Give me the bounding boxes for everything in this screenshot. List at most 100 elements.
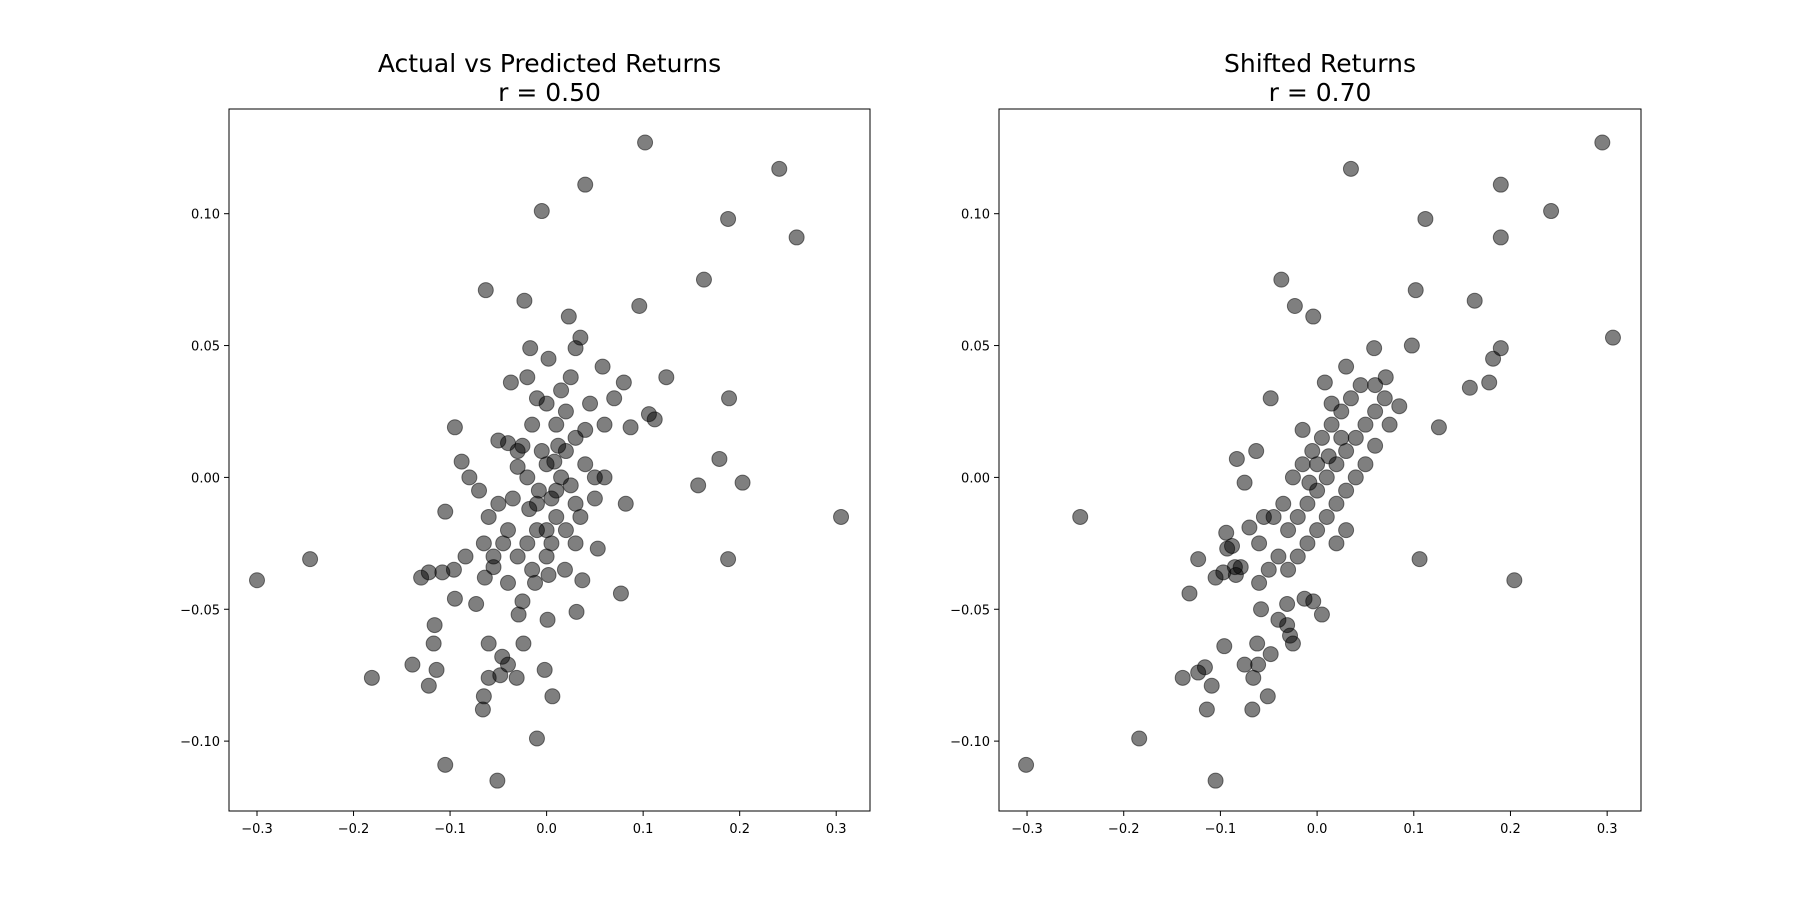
scatter-point bbox=[788, 229, 805, 246]
scatter-point bbox=[1316, 374, 1333, 391]
y-tick-label: −0.10 bbox=[180, 735, 220, 750]
scatter-point bbox=[437, 756, 454, 773]
scatter-point bbox=[445, 561, 462, 578]
scatter-point bbox=[1228, 450, 1245, 467]
y-tick-label: −0.05 bbox=[950, 603, 990, 618]
scatter-point bbox=[1342, 160, 1359, 177]
scatter-point bbox=[1333, 429, 1350, 446]
scatter-point bbox=[1352, 377, 1369, 394]
scatter-point bbox=[596, 469, 613, 486]
scatter-point bbox=[548, 416, 565, 433]
scatter-point bbox=[1294, 456, 1311, 473]
scatter-point bbox=[453, 453, 470, 470]
scatter-point bbox=[690, 477, 707, 494]
scatter-point bbox=[589, 540, 606, 557]
scatter-point bbox=[1270, 548, 1287, 565]
scatter-point bbox=[556, 561, 573, 578]
scatter-point bbox=[1367, 437, 1384, 454]
scatter-point bbox=[477, 282, 494, 299]
scatter-point bbox=[492, 667, 509, 684]
scatter-point bbox=[519, 469, 536, 486]
scatter-point bbox=[582, 395, 599, 412]
scatter-point bbox=[1430, 419, 1447, 436]
scatter-point bbox=[1296, 590, 1313, 607]
scatter-point bbox=[528, 730, 545, 747]
scatter-point bbox=[499, 574, 516, 591]
scatter-point bbox=[446, 419, 463, 436]
scatter-point bbox=[490, 495, 507, 512]
scatter-point bbox=[612, 585, 629, 602]
scatter-point bbox=[1318, 469, 1335, 486]
scatter-point bbox=[1270, 611, 1287, 628]
scatter-point bbox=[1181, 585, 1198, 602]
scatter-point bbox=[771, 160, 788, 177]
scatter-point bbox=[1301, 474, 1318, 491]
scatter-point bbox=[1323, 395, 1340, 412]
scatter-point bbox=[1198, 701, 1215, 718]
scatter-point bbox=[1313, 606, 1330, 623]
scatter-point bbox=[425, 635, 442, 652]
scatter-point bbox=[1279, 595, 1296, 612]
scatter-point bbox=[404, 656, 421, 673]
scatter-point bbox=[1309, 522, 1326, 539]
scatter-point bbox=[1347, 469, 1364, 486]
chart-subtitle: r = 0.70 bbox=[1269, 78, 1372, 107]
scatter-point bbox=[510, 606, 527, 623]
scatter-point bbox=[485, 548, 502, 565]
scatter-point bbox=[1262, 390, 1279, 407]
scatter-point bbox=[519, 369, 536, 386]
scatter-point bbox=[1299, 535, 1316, 552]
scatter-point bbox=[1224, 537, 1241, 554]
scatter-point bbox=[504, 490, 521, 507]
scatter-point bbox=[562, 477, 579, 494]
scatter-point bbox=[489, 772, 506, 789]
scatter-point bbox=[527, 574, 544, 591]
chart-subtitle: r = 0.50 bbox=[498, 78, 601, 107]
scatter-point bbox=[833, 508, 850, 525]
scatter-point bbox=[1255, 508, 1272, 525]
scatter-point bbox=[475, 535, 492, 552]
scatter-point bbox=[539, 611, 556, 628]
scatter-point bbox=[646, 411, 663, 428]
scatter-point bbox=[543, 490, 560, 507]
scatter-point bbox=[617, 495, 634, 512]
scatter-point bbox=[1377, 369, 1394, 386]
scatter-point bbox=[437, 503, 454, 520]
x-tick-label: −0.3 bbox=[241, 822, 273, 837]
scatter-point bbox=[1216, 638, 1233, 655]
scatter-point bbox=[1244, 701, 1261, 718]
scatter-point bbox=[546, 453, 563, 470]
scatter-point bbox=[1367, 403, 1384, 420]
scatter-point bbox=[596, 416, 613, 433]
scatter-point bbox=[420, 564, 437, 581]
scatter-point bbox=[1320, 448, 1337, 465]
scatter-point bbox=[1207, 772, 1224, 789]
y-tick-label: 0.10 bbox=[191, 208, 220, 223]
scatter-point bbox=[1174, 669, 1191, 686]
scatter-point bbox=[1249, 635, 1266, 652]
scatter-point bbox=[514, 593, 531, 610]
scatter-point bbox=[1328, 495, 1345, 512]
scatter-point bbox=[495, 535, 512, 552]
scatter-point bbox=[1203, 677, 1220, 694]
scatter-point bbox=[622, 419, 639, 436]
scatter-point bbox=[521, 501, 538, 518]
scatter-point bbox=[1299, 495, 1316, 512]
x-tick-label: −0.1 bbox=[1205, 822, 1237, 837]
scatter-point bbox=[1305, 308, 1322, 325]
scatter-point bbox=[540, 566, 557, 583]
scatter-point bbox=[720, 551, 737, 568]
scatter-point bbox=[457, 548, 474, 565]
scatter-point bbox=[577, 176, 594, 193]
x-tick-label: 0.1 bbox=[1403, 822, 1424, 837]
scatter-point bbox=[516, 292, 533, 309]
scatter-point bbox=[428, 661, 445, 678]
scatter-point bbox=[1594, 134, 1611, 151]
y-tick-label: −0.10 bbox=[950, 735, 990, 750]
scatter-point bbox=[1338, 358, 1355, 375]
scatter-point bbox=[1253, 601, 1270, 618]
scatter-point bbox=[426, 617, 443, 634]
scatter-point bbox=[1313, 429, 1330, 446]
scatter-point bbox=[522, 340, 539, 357]
scatter-point bbox=[594, 358, 611, 375]
